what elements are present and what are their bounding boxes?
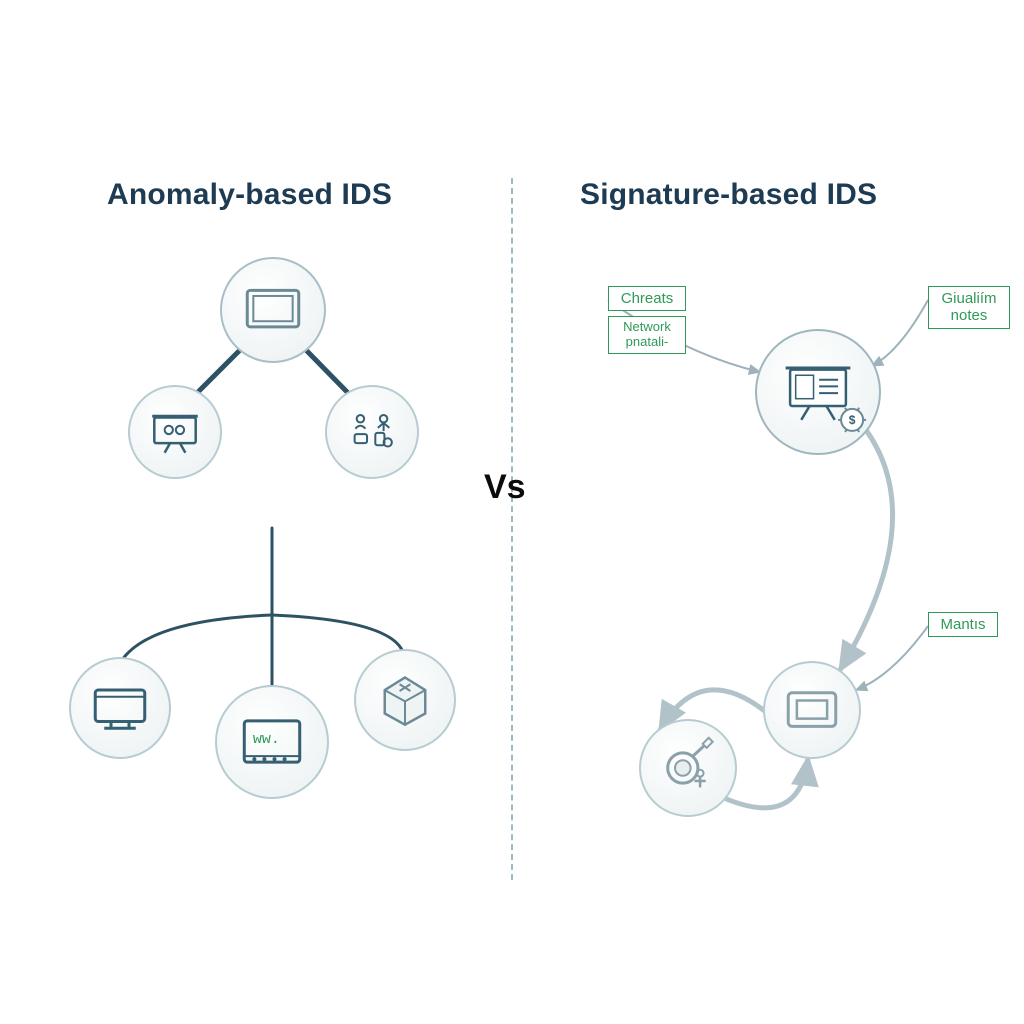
- right-node-main: $: [756, 330, 880, 454]
- svg-text:ww.: ww.: [253, 731, 280, 748]
- left-title: Anomaly-based IDS: [107, 178, 392, 212]
- left-node-right_mid: [326, 386, 418, 478]
- label-l1: Chreats: [608, 286, 686, 311]
- box3d-icon: [385, 678, 426, 725]
- presentation-list-icon: [786, 368, 851, 420]
- label-l3: Mantıs: [928, 612, 998, 637]
- presentation-dots-icon: [152, 416, 198, 452]
- monitor-rect-icon: [247, 290, 298, 327]
- label-l2: Giualiímnotes: [928, 286, 1010, 329]
- browser-ww-icon: ww.: [244, 721, 299, 762]
- terminal-icon: [95, 690, 145, 728]
- diagram-canvas: Vs Anomaly-based IDS Signature-based IDS…: [0, 0, 1024, 1024]
- people-grid-icon: [355, 415, 392, 446]
- screen-rect-icon: [788, 693, 836, 727]
- right-node-lower_r: [764, 662, 860, 758]
- left-node-top: [221, 258, 325, 362]
- vs-label: Vs: [484, 468, 526, 507]
- svg-text:$: $: [849, 413, 856, 427]
- right-node-lower_l: [640, 720, 736, 816]
- left-node-bot_mid: ww.: [216, 686, 328, 798]
- left-node-left_mid: [129, 386, 221, 478]
- left-node-bot_left: [70, 658, 170, 758]
- right-title: Signature-based IDS: [580, 178, 877, 212]
- lens-person-icon: [668, 738, 713, 788]
- label-l1b: Networkpnatali-: [608, 316, 686, 354]
- left-node-bot_right: [355, 650, 455, 750]
- center-divider: [511, 178, 513, 880]
